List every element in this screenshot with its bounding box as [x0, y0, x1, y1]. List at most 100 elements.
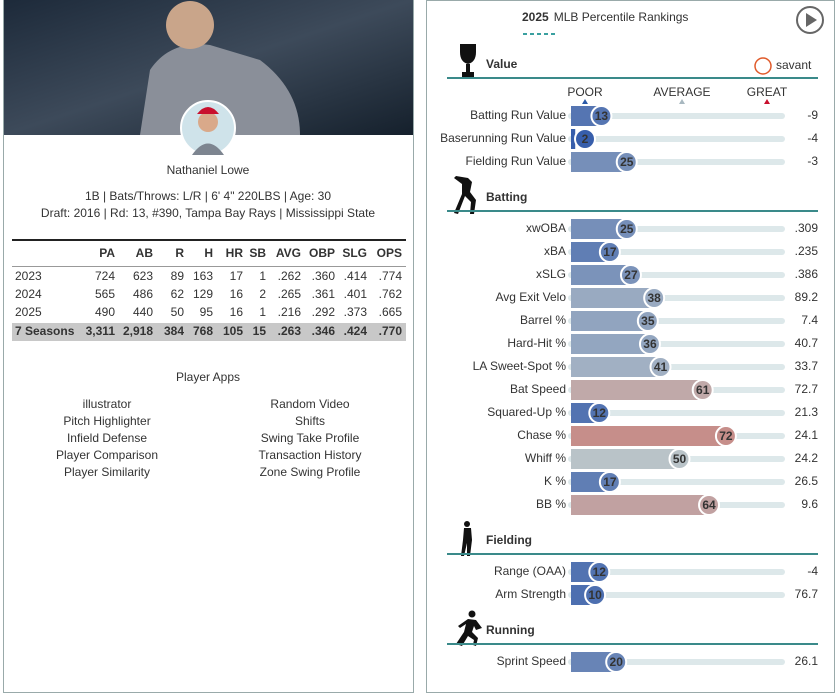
table-header: H — [204, 246, 213, 260]
metric-value: 26.5 — [795, 474, 819, 488]
table-row-label: 7 Seasons — [15, 324, 75, 338]
metric-value: 89.2 — [795, 290, 819, 304]
metric-value: 26.1 — [795, 654, 819, 668]
metric-label: LA Sweet-Spot % — [473, 359, 567, 373]
metric-label: Whiff % — [525, 451, 566, 465]
app-link[interactable]: Infield Defense — [67, 431, 147, 445]
metric-label: Chase % — [517, 428, 566, 442]
percentile-value: 61 — [696, 383, 710, 397]
metric-label: xSLG — [536, 267, 566, 281]
table-cell: .361 — [312, 287, 336, 301]
percentile-badge — [714, 425, 737, 447]
table-header: PA — [99, 246, 115, 260]
percentile-bar — [571, 334, 647, 354]
table-row-label: 2025 — [15, 305, 42, 319]
metric-label: K % — [544, 474, 566, 488]
percentile-bar — [571, 426, 723, 446]
table-cell: 163 — [193, 269, 213, 283]
metric-label: Bat Speed — [510, 382, 566, 396]
percentile-value: 38 — [648, 291, 662, 305]
value-icon — [460, 44, 476, 78]
table-cell: .774 — [379, 269, 403, 283]
table-top-rule — [12, 239, 406, 241]
scale-marker — [679, 99, 685, 104]
app-link[interactable]: Shifts — [295, 414, 325, 428]
app-link[interactable]: Transaction History — [259, 448, 362, 462]
play-icon[interactable] — [806, 13, 817, 27]
table-cell: 16 — [230, 305, 244, 319]
table-cell: 95 — [200, 305, 214, 319]
apps-title: Player Apps — [176, 370, 240, 384]
app-link[interactable]: illustrator — [83, 397, 132, 411]
metric-label: BB % — [536, 497, 566, 511]
metric-value: -9 — [807, 108, 818, 122]
percentile-value: 10 — [588, 588, 602, 602]
metric-value: 72.7 — [795, 382, 819, 396]
percentile-bar — [571, 357, 658, 377]
percentile-badge — [588, 561, 611, 583]
table-header: OBP — [309, 246, 335, 260]
app-link[interactable]: Swing Take Profile — [261, 431, 360, 445]
table-cell: 2 — [259, 287, 266, 301]
avatar-body — [192, 143, 224, 155]
app-link[interactable]: Player Similarity — [64, 465, 150, 479]
percentile-value: 41 — [654, 360, 668, 374]
running-icon — [456, 619, 482, 646]
table-header: SLG — [342, 246, 367, 260]
table-cell: 3,311 — [86, 324, 116, 338]
table-cell: .762 — [379, 287, 403, 301]
metric-value: 24.2 — [795, 451, 819, 465]
table-cell: .401 — [344, 287, 368, 301]
metric-value: -4 — [807, 564, 818, 578]
percentile-value: 72 — [719, 429, 733, 443]
metric-value: 76.7 — [795, 587, 819, 601]
percentile-bar — [571, 652, 614, 672]
app-link[interactable]: Pitch Highlighter — [63, 414, 150, 428]
percentile-value: 17 — [603, 475, 617, 489]
section-title: Fielding — [486, 533, 532, 547]
title: MLB Percentile Rankings — [554, 10, 689, 24]
section-title: Batting — [486, 190, 527, 204]
avatar-cap — [197, 107, 219, 114]
table-header: AVG — [276, 246, 301, 260]
scale-label: GREAT — [747, 85, 788, 99]
percentile-value: 35 — [641, 314, 655, 328]
table-header-rule — [12, 266, 406, 267]
app-link[interactable]: Random Video — [270, 397, 349, 411]
percentile-value: 36 — [643, 337, 657, 351]
metric-label: xwOBA — [526, 221, 566, 235]
percentile-value: 12 — [593, 406, 607, 420]
table-header: SB — [249, 246, 266, 260]
table-cell: 16 — [230, 287, 244, 301]
percentile-badge — [643, 287, 666, 309]
table-cell: 724 — [95, 269, 115, 283]
player-bio: 1B | Bats/Throws: L/R | 6' 4" 220LBS | A… — [85, 189, 331, 203]
percentile-badge — [598, 241, 621, 263]
table-cell: .665 — [379, 305, 403, 319]
savant-logo-ball — [754, 57, 772, 75]
percentile-value: 25 — [620, 222, 634, 236]
percentile-badge — [584, 584, 607, 606]
percentile-badge — [574, 128, 596, 150]
percentile-value: 2 — [582, 132, 589, 146]
title-year: 2025 — [522, 10, 549, 24]
metric-value: .309 — [795, 221, 819, 235]
percentile-value: 12 — [593, 565, 607, 579]
percentile-badge — [649, 356, 672, 378]
table-cell: 768 — [193, 324, 213, 338]
fielding-icon-head — [464, 521, 470, 527]
table-header: R — [175, 246, 184, 260]
app-link[interactable]: Player Comparison — [56, 448, 158, 462]
app-link[interactable]: Zone Swing Profile — [260, 465, 361, 479]
metric-value: 21.3 — [795, 405, 819, 419]
savant-logo: savant — [776, 58, 812, 72]
table-cell: .262 — [278, 269, 302, 283]
table-cell: 486 — [133, 287, 153, 301]
career-row-bg — [12, 323, 406, 341]
table-cell: .263 — [278, 324, 302, 338]
play-button[interactable] — [796, 6, 824, 34]
metric-label: Batting Run Value — [470, 108, 566, 122]
metric-value: .235 — [795, 244, 819, 258]
metric-value: 24.1 — [795, 428, 819, 442]
